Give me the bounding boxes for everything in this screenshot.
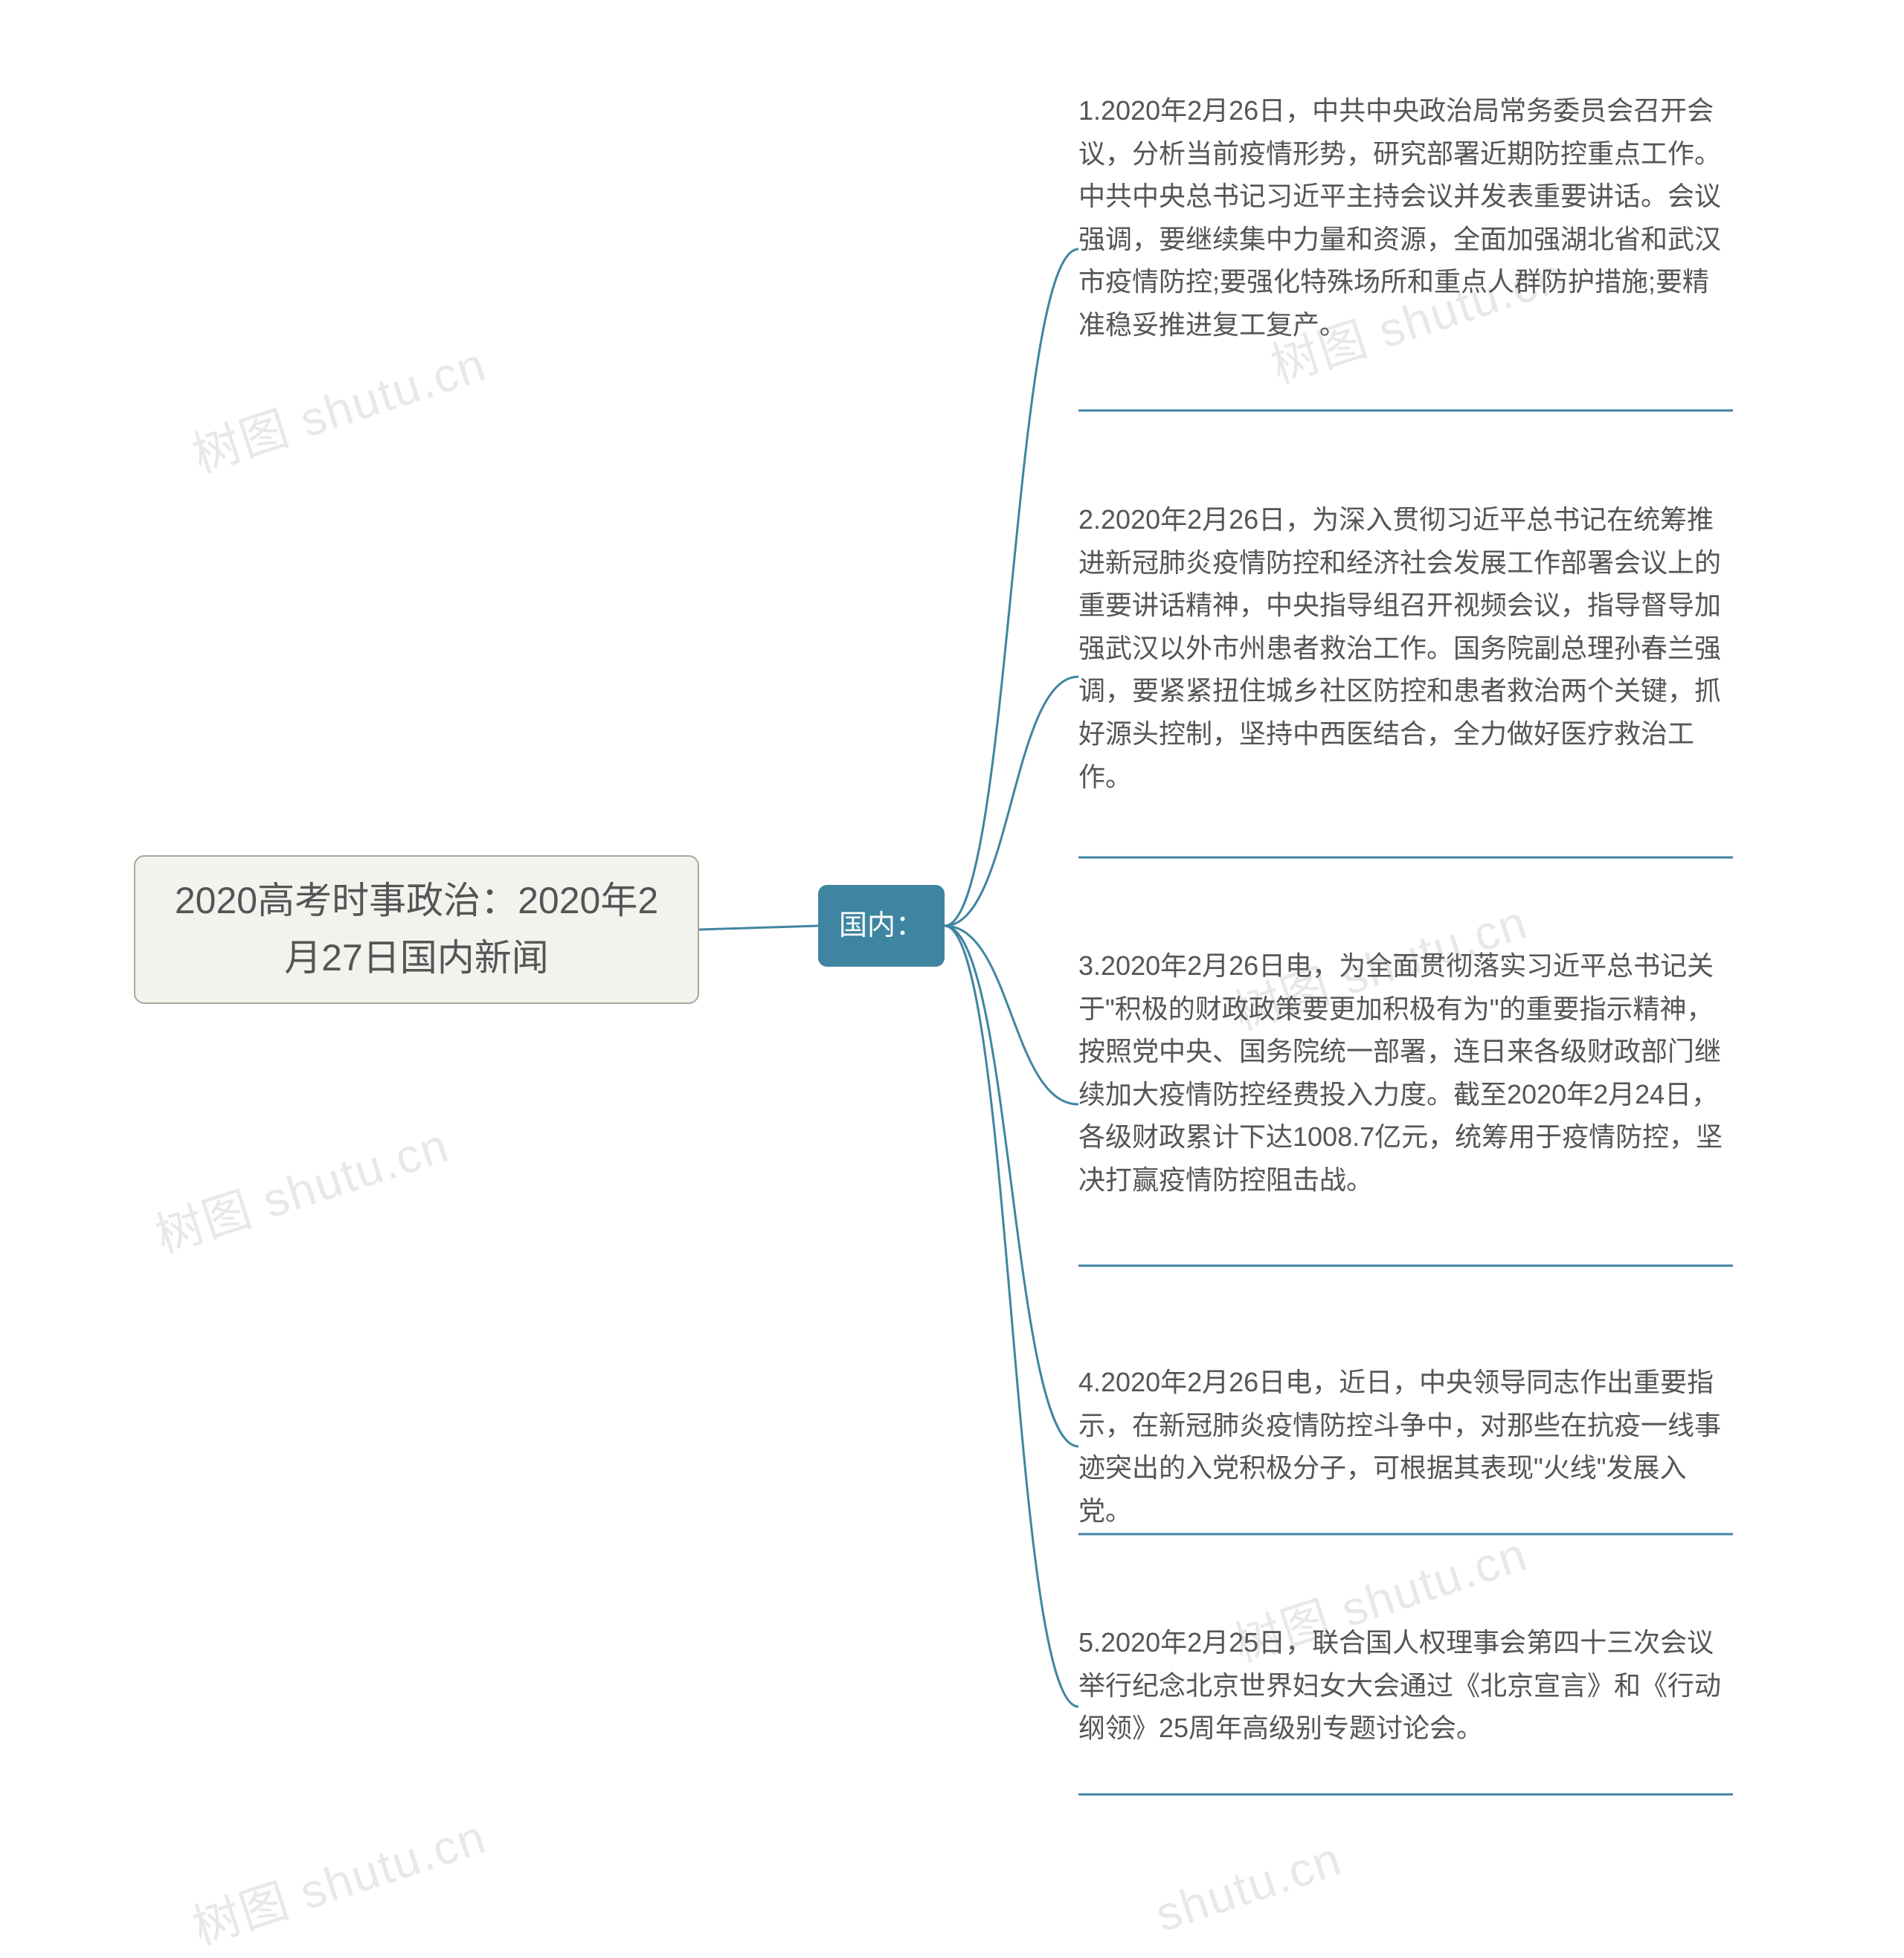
leaf-text: 2.2020年2月26日，为深入贯彻习近平总书记在统筹推进新冠肺炎疫情防控和经济… bbox=[1078, 504, 1721, 792]
watermark: 树图 shutu.cn bbox=[183, 326, 494, 486]
leaf-text: 1.2020年2月26日，中共中央政治局常务委员会召开会议，分析当前疫情形势，研… bbox=[1078, 95, 1721, 340]
leaf-node-4[interactable]: 4.2020年2月26日电，近日，中央领导同志作出重要指示，在新冠肺炎疫情防控斗… bbox=[1078, 1361, 1733, 1532]
leaf-text: 3.2020年2月26日电，为全面贯彻落实习近平总书记关于"积极的财政政策要更加… bbox=[1078, 950, 1723, 1195]
root-node[interactable]: 2020高考时事政治：2020年2月27日国内新闻 bbox=[134, 855, 699, 1004]
watermark: shutu.cn bbox=[1149, 1831, 1348, 1942]
branch-label: 国内： bbox=[839, 904, 924, 948]
branch-node-domestic[interactable]: 国内： bbox=[818, 885, 945, 967]
watermark: 树图 shutu.cn bbox=[183, 1799, 494, 1958]
leaf-text: 5.2020年2月25日，联合国人权理事会第四十三次会议举行纪念北京世界妇女大会… bbox=[1078, 1627, 1721, 1743]
mindmap-canvas: 树图 shutu.cn 树图 shutu.cn 树图 shutu.cn 树图 s… bbox=[0, 0, 1904, 1922]
leaf-text: 4.2020年2月26日电，近日，中央领导同志作出重要指示，在新冠肺炎疫情防控斗… bbox=[1078, 1367, 1721, 1526]
leaf-node-2[interactable]: 2.2020年2月26日，为深入贯彻习近平总书记在统筹推进新冠肺炎疫情防控和经济… bbox=[1078, 498, 1733, 798]
watermark: 树图 shutu.cn bbox=[146, 1107, 457, 1266]
leaf-node-3[interactable]: 3.2020年2月26日电，为全面贯彻落实习近平总书记关于"积极的财政政策要更加… bbox=[1078, 944, 1733, 1202]
leaf-node-5[interactable]: 5.2020年2月25日，联合国人权理事会第四十三次会议举行纪念北京世界妇女大会… bbox=[1078, 1621, 1733, 1750]
root-label: 2020高考时事政治：2020年2月27日国内新闻 bbox=[158, 872, 675, 988]
leaf-node-1[interactable]: 1.2020年2月26日，中共中央政治局常务委员会召开会议，分析当前疫情形势，研… bbox=[1078, 89, 1733, 347]
